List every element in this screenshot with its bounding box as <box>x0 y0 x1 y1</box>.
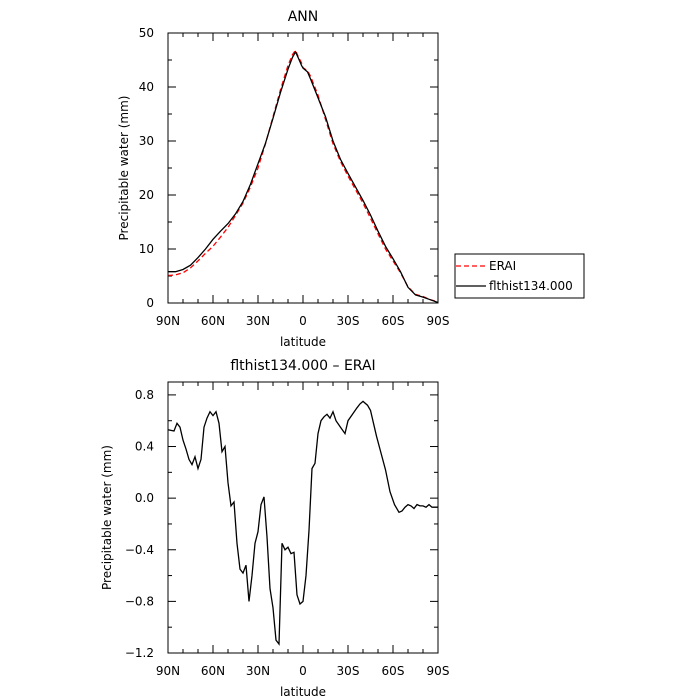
bottom-chart-y-tick-label: 0.0 <box>135 491 154 505</box>
top-chart-y-axis-label: Precipitable water (mm) <box>117 96 131 241</box>
bottom-chart-x-tick-label: 0 <box>299 664 307 678</box>
bottom-chart-ticks: 90N 60N 30N 0 30S 60S 90S 0.8 0.4 0.0 −0.4 −0.8 −1.2 <box>125 382 450 678</box>
top-chart-series-line-0 <box>167 48 439 303</box>
bottom-chart-y-tick-label: 0.8 <box>135 388 154 402</box>
top-chart-y-tick-label: 50 <box>139 26 154 40</box>
top-chart-y-tick-label: 0 <box>146 296 154 310</box>
top-chart-legend: ERAI flthist134.000 <box>454 253 585 299</box>
bottom-chart-y-tick-label: −0.8 <box>125 594 154 608</box>
top-chart-x-tick-label: 60S <box>382 314 405 328</box>
top-chart-plot-frame <box>167 32 439 304</box>
top-chart-y-tick-label: 30 <box>139 134 154 148</box>
bottom-chart-x-tick-label: 90S <box>427 664 450 678</box>
bottom-chart-y-tick-label: 0.4 <box>135 440 154 454</box>
bottom-chart-series-line-0 <box>167 400 438 646</box>
bottom-chart: flthist134.000 – ERAI latitude Precipita… <box>100 358 449 699</box>
bottom-chart-x-tick-label: 90N <box>156 664 180 678</box>
bottom-chart-x-tick-label: 30S <box>337 664 360 678</box>
top-chart-x-axis-label: latitude <box>280 335 326 349</box>
top-chart-y-tick-label: 10 <box>139 242 154 256</box>
top-chart-x-tick-label: 90S <box>427 314 450 328</box>
bottom-chart-x-tick-label: 60N <box>201 664 225 678</box>
top-chart-title: ANN <box>288 9 319 25</box>
bottom-chart-y-axis-label: Precipitable water (mm) <box>100 445 114 590</box>
top-chart-x-tick-label: 0 <box>299 314 307 328</box>
bottom-chart-y-tick-label: −1.2 <box>125 646 154 660</box>
bottom-chart-plot-frame <box>167 381 439 654</box>
bottom-chart-x-tick-label: 30N <box>246 664 270 678</box>
legend-label-erai: ERAI <box>489 259 516 273</box>
legend-label-flthist: flthist134.000 <box>489 279 573 293</box>
bottom-chart-title: flthist134.000 – ERAI <box>230 358 375 374</box>
bottom-chart-x-tick-label: 60S <box>382 664 405 678</box>
top-chart-x-tick-label: 30N <box>246 314 270 328</box>
top-chart-series-line-1 <box>168 50 439 304</box>
bottom-chart-series <box>167 400 438 646</box>
top-chart-y-tick-label: 20 <box>139 188 154 202</box>
top-chart-x-tick-label: 30S <box>337 314 360 328</box>
top-chart: ANN latitude Precipitable water (mm) 90N… <box>117 9 449 349</box>
top-chart-series <box>167 48 439 304</box>
top-chart-x-tick-label: 60N <box>201 314 225 328</box>
legend-box <box>454 253 585 299</box>
bottom-chart-y-tick-label: −0.4 <box>125 543 154 557</box>
top-chart-ticks: 90N 60N 30N 0 30S 60S 90S 0 10 20 30 40 50 <box>139 26 450 328</box>
bottom-chart-x-axis-label: latitude <box>280 685 326 699</box>
top-chart-y-tick-label: 40 <box>139 80 154 94</box>
top-chart-x-tick-label: 90N <box>156 314 180 328</box>
